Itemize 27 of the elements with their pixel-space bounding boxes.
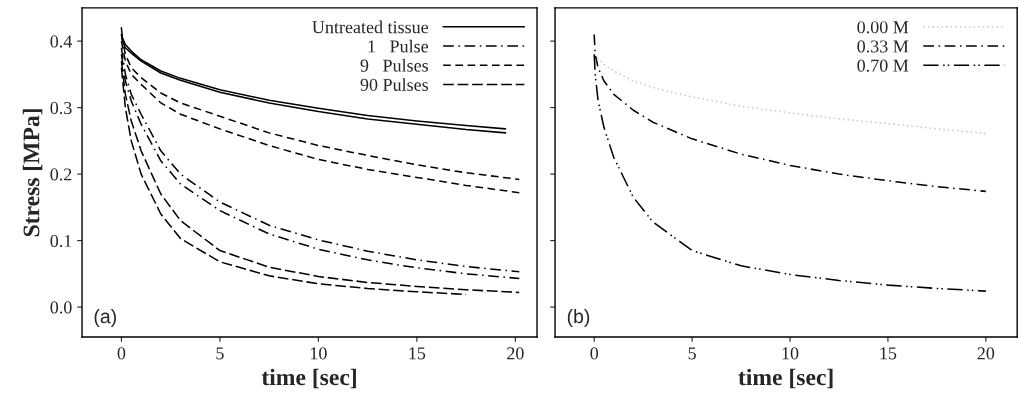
annotation: (b) [567,309,590,328]
x-axis-title: time [sec] [261,368,356,389]
x-tick-label: 20 [977,347,995,360]
x-tick-label: 10 [782,347,799,360]
y-tick-label: 0.0 [50,301,72,314]
y-tick-label: 0.1 [50,234,72,248]
legend-label: Untreated tissue [312,20,429,34]
y-tick-label: 0.4 [50,35,73,48]
x-tick-label: 0 [117,347,126,360]
x-tick-label: 5 [688,347,696,360]
legend-label: 0.70 M [857,59,909,72]
legend-label: 0.33 M [857,40,909,53]
legend-label: 0.00 M [857,21,909,34]
x-tick-label: 0 [590,347,599,360]
legend-label: 90 Pulses [360,78,429,91]
legend-label: 1 Pulse [368,39,429,53]
x-tick-label: 15 [880,347,897,360]
y-tick-label: 0.3 [50,101,72,115]
x-tick-label: 20 [507,347,524,360]
annotation: (a) [94,309,116,328]
x-tick-label: 15 [409,347,426,360]
x-tick-label: 5 [216,347,224,360]
x-axis-title: time [sec] [738,368,833,389]
y-axis-title: Stress [MPa] [22,109,43,237]
x-tick-label: 10 [310,347,327,360]
legend-label: 9 Pulses [360,59,429,72]
y-tick-label: 0.2 [50,168,72,181]
